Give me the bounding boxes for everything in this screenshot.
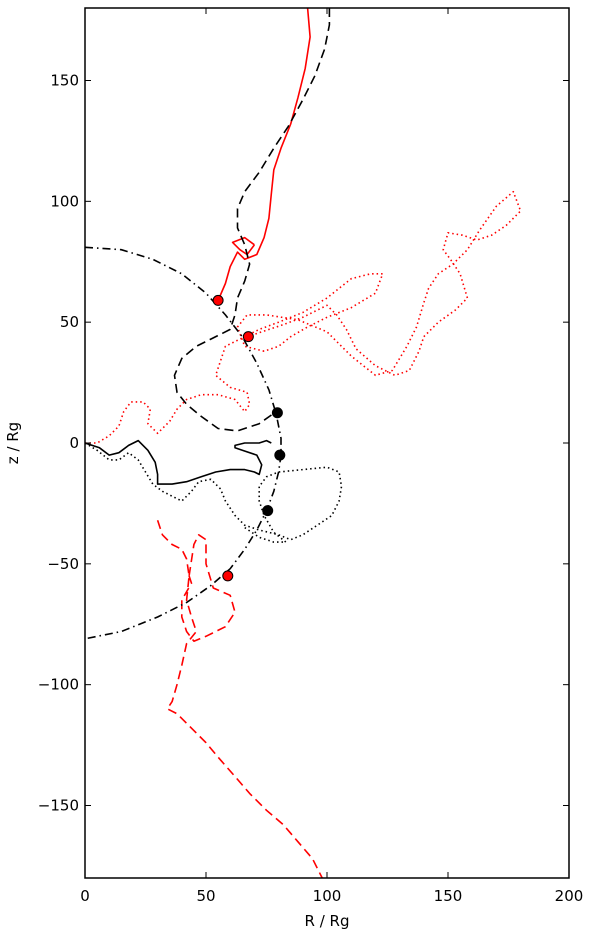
marker-layer	[212, 294, 286, 582]
series-black-dashed-line	[173, 8, 331, 432]
y-tick-label: 50	[60, 313, 79, 331]
series-red-solid-line	[217, 8, 311, 301]
y-axis-label: z / Rg	[4, 422, 22, 464]
marker-point	[212, 294, 224, 306]
x-tick-label: 0	[80, 887, 90, 905]
series-black-solid-line	[85, 439, 272, 485]
plot-frame	[84, 7, 570, 879]
tick-layer: 0 50 100 150 200 −150 −100 −50 0 50 100 150	[38, 8, 584, 905]
y-tick-label: 0	[69, 434, 79, 452]
y-tick-label: −50	[47, 555, 79, 573]
marker-point	[262, 505, 274, 517]
x-tick-label: 50	[196, 887, 215, 905]
x-tick-label: 200	[555, 887, 584, 905]
series-red-solid-loop	[231, 236, 256, 256]
series-red-dotted-line	[85, 190, 522, 444]
series-red-dashed-loop	[181, 534, 236, 642]
series-red-dashed-line	[156, 520, 323, 878]
marker-point	[274, 449, 286, 461]
marker-point	[271, 407, 283, 419]
marker-point	[222, 570, 234, 582]
marker-point	[242, 331, 254, 343]
y-tick-label: 150	[50, 72, 79, 90]
x-axis-label: R / Rg	[305, 912, 350, 930]
x-tick-label: 150	[434, 887, 463, 905]
series-layer	[85, 8, 522, 878]
x-tick-label: 100	[313, 887, 342, 905]
y-tick-label: −150	[38, 797, 79, 815]
y-tick-label: −100	[38, 676, 79, 694]
series-black-dotted-line	[85, 442, 343, 543]
y-tick-label: 100	[50, 192, 79, 210]
